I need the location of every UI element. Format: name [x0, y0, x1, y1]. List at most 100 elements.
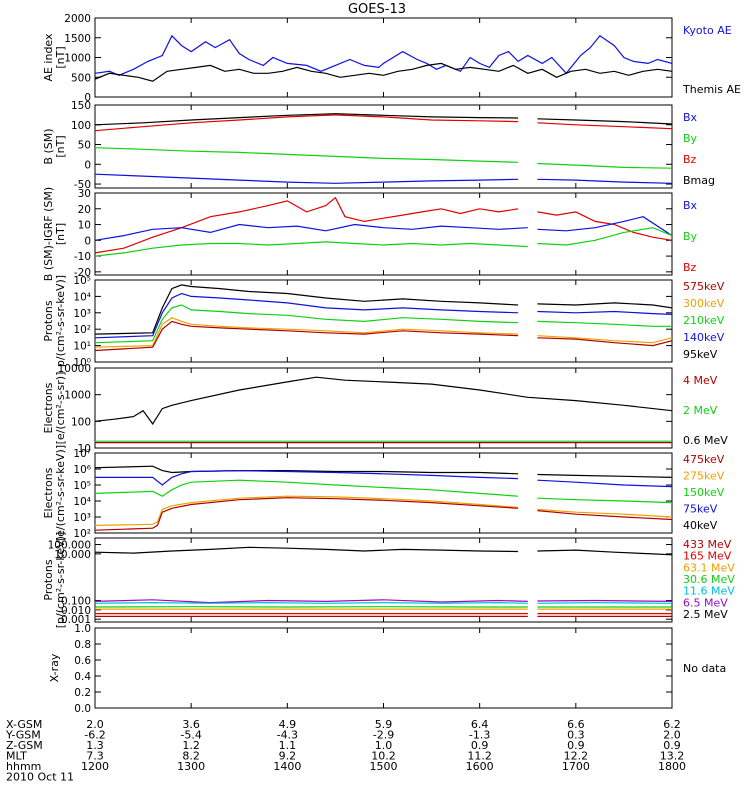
y-tick-label: 0	[84, 159, 91, 171]
legend-item: 575keV	[683, 280, 725, 293]
legend-item: 140keV	[683, 331, 725, 344]
y-tick-label: 1500	[64, 33, 91, 45]
x-row-value: 0.9	[567, 739, 585, 752]
y-tick-label: 0.100	[61, 596, 91, 608]
panel-xray: 0.0 0.2 0.4 0.6 0.8 1.0 X-ray No data	[48, 623, 726, 715]
legend-item: Bx	[683, 199, 698, 212]
y-tick-label: 0	[84, 92, 91, 104]
y-tick-label: 10⁷	[73, 448, 91, 460]
x-row-value: 9.2	[279, 750, 297, 763]
series-line-by	[537, 227, 672, 246]
legend-item: 6.5 MeV	[683, 596, 728, 609]
series-line-bz	[95, 196, 519, 254]
panel-frame	[94, 192, 673, 276]
y-tick-label: 10⁵	[73, 275, 91, 287]
x-row-value: 1.0	[375, 739, 393, 752]
series-line-575kev	[537, 337, 672, 347]
y-tick-label: 50	[78, 140, 91, 152]
x-row-value: -2.9	[373, 729, 394, 742]
legend-item: 433 MeV	[683, 538, 732, 551]
x-row-value: 2.0	[86, 718, 104, 731]
series-line-140kev	[95, 292, 519, 339]
series-line-bx	[95, 173, 519, 184]
legend-item: 210keV	[683, 314, 725, 327]
y-axis-label: Protons	[42, 300, 55, 341]
x-row-value: 1600	[466, 760, 494, 773]
series-line-by	[537, 162, 672, 169]
x-row-value: 3.6	[182, 718, 200, 731]
series-line-bz	[537, 211, 672, 241]
x-row-value: 2.0	[663, 729, 681, 742]
x-row-value: 13.2	[660, 750, 685, 763]
x-row-value: 1200	[81, 760, 109, 773]
series-line-75kev	[537, 479, 672, 488]
series-line-bmag	[537, 118, 672, 125]
y-tick-label: 10²	[73, 528, 91, 540]
series-line-75kev	[95, 469, 519, 486]
legend-item: 2 MeV	[683, 404, 718, 417]
series-line-themis-ae	[95, 62, 672, 82]
legend-item: 300keV	[683, 297, 725, 310]
x-axis-table: X-GSM 2.0 3.6 4.9 5.9 6.4 6.6 6.2 Y-GSM -6.2 -5.4 -…	[5, 718, 686, 784]
x-row-label: Z-GSM	[6, 739, 43, 752]
y-axis-label: Electrons	[42, 382, 55, 433]
legend-item: 11.6 MeV	[683, 585, 735, 598]
legend-item: By	[683, 132, 698, 145]
y-tick-label: 10⁶	[73, 464, 91, 476]
y-tick-label: 10⁴	[73, 291, 91, 303]
series-line-40kev	[537, 473, 672, 478]
legend-item: Bz	[683, 153, 697, 166]
y-tick-label: 1000	[64, 390, 91, 402]
x-row-value: 0.3	[567, 729, 585, 742]
x-row-value: 6.2	[663, 718, 681, 731]
x-row-value: 1500	[370, 760, 398, 773]
legend-item: No data	[683, 662, 726, 675]
y-axis-label: B (SM)	[42, 128, 55, 164]
x-row-label: hhmm	[6, 760, 41, 773]
y-tick-label: 10	[78, 220, 91, 232]
y-tick-label: 10⁰	[73, 357, 91, 369]
legend-item: 30.6 MeV	[683, 573, 735, 586]
y-axis-label: Electrons	[42, 467, 55, 518]
panel-frame	[94, 627, 673, 709]
y-tick-label: 0.001	[61, 614, 91, 626]
series-line-475kev	[95, 497, 519, 531]
x-row-value: 0.9	[663, 739, 681, 752]
x-row-value: 1.3	[86, 739, 104, 752]
series-line-by	[95, 147, 519, 163]
series-line-6-5-mev	[95, 599, 528, 604]
y-tick-label: 10⁴	[73, 496, 91, 508]
legend-item: By	[683, 230, 698, 243]
y-axis-label: AE index	[42, 33, 55, 82]
series-line-bx	[537, 178, 672, 184]
panel-frame	[94, 367, 673, 449]
panel-b: -50 0 50 100 150 B (SM) [nT] Bx By Bz Bmag	[42, 100, 715, 191]
legend-item: 150keV	[683, 486, 725, 499]
x-row-value: -5.4	[180, 729, 201, 742]
series-line-140kev	[537, 310, 672, 315]
y-tick-label: 20	[78, 204, 91, 216]
x-row-label: Y-GSM	[5, 729, 41, 742]
x-row-value: 1700	[562, 760, 590, 773]
x-row-value: -4.3	[277, 729, 298, 742]
series-line-by	[95, 241, 528, 257]
y-tick-label: -20	[74, 267, 91, 279]
y-tick-label: 10¹	[73, 341, 91, 353]
y-tick-label: 0	[84, 235, 91, 247]
series-line-40kev	[95, 465, 519, 475]
legend-item: Bmag	[683, 174, 715, 187]
y-tick-label: 10000	[58, 363, 91, 375]
legend-item: 2.5 MeV	[683, 608, 728, 621]
x-row-value: 1.1	[279, 739, 297, 752]
y-axis-label: [e/(cm²-s-sr-keV)]	[54, 445, 67, 541]
chart-title: GOES-13	[348, 2, 406, 17]
series-line-6-5-mev	[537, 599, 672, 602]
y-tick-label: -10	[74, 251, 91, 263]
series-line-275kev	[537, 508, 672, 518]
y-axis-label: [e/(cm²-s-sr)]	[54, 372, 67, 445]
y-tick-label: 100	[71, 120, 91, 132]
legend-item: 4 MeV	[683, 374, 718, 387]
y-axis-label: [p/(cm²-s-sr-keV)]	[54, 532, 67, 629]
y-axis-label: [nT]	[54, 46, 67, 68]
